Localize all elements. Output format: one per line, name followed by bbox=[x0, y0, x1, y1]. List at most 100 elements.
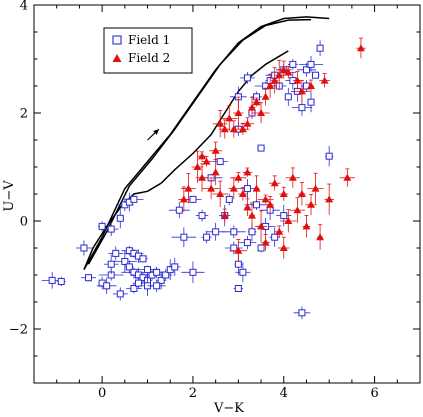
field-2-point bbox=[211, 146, 220, 154]
field-1-point bbox=[198, 212, 206, 220]
field-2-point bbox=[252, 98, 261, 106]
field-2-point bbox=[275, 71, 284, 79]
y-axis-label: U−V bbox=[2, 180, 17, 212]
field-1-point bbox=[203, 233, 211, 241]
field-2-point bbox=[325, 195, 334, 203]
field-1-point bbox=[153, 268, 161, 276]
field-2-point bbox=[293, 206, 302, 214]
field-2-point bbox=[234, 246, 243, 254]
field-1-point bbox=[134, 279, 142, 287]
y-tick-label: 0 bbox=[20, 215, 28, 230]
field-1-point bbox=[289, 60, 297, 68]
field-2-point bbox=[243, 203, 252, 211]
field-2-point bbox=[243, 168, 252, 176]
field-1-point bbox=[239, 268, 247, 276]
field-2-point bbox=[179, 195, 188, 203]
legend-box bbox=[103, 27, 193, 74]
field-1-point bbox=[116, 290, 124, 298]
field-2-point bbox=[307, 200, 316, 208]
x-axis-label: V−K bbox=[213, 401, 244, 416]
field-1-point bbox=[212, 228, 220, 236]
field-1-point bbox=[180, 233, 188, 241]
field-1-point bbox=[112, 249, 120, 257]
field-2-point bbox=[275, 227, 284, 235]
field-2-point bbox=[252, 184, 261, 192]
field-1-point bbox=[257, 144, 265, 152]
field-1-point bbox=[312, 71, 320, 79]
field-2-point bbox=[302, 222, 311, 230]
field-2-point bbox=[234, 173, 243, 181]
field-2-point bbox=[307, 82, 316, 89]
field-1-point bbox=[243, 185, 251, 193]
field-1-point bbox=[302, 66, 310, 74]
field-2-point bbox=[279, 190, 288, 197]
field-1-point bbox=[253, 201, 261, 209]
field-2-point bbox=[288, 173, 297, 181]
field-1-point bbox=[125, 263, 133, 271]
field-2-point bbox=[225, 114, 234, 122]
field-2-point bbox=[220, 211, 229, 219]
field-2-point bbox=[220, 125, 229, 133]
series-field-2 bbox=[178, 37, 366, 263]
field-2-point bbox=[193, 163, 202, 170]
field-1-point bbox=[234, 285, 242, 292]
field-2-point bbox=[293, 76, 302, 84]
field-2-point bbox=[229, 125, 238, 133]
field-1-point bbox=[284, 93, 292, 101]
field-1-point bbox=[121, 258, 129, 265]
x-tick-label: 2 bbox=[189, 386, 197, 401]
field-1-point bbox=[298, 104, 306, 112]
field-1-point bbox=[80, 244, 88, 252]
field-1-point bbox=[157, 276, 165, 284]
field-2-point bbox=[270, 179, 279, 187]
field-2-point bbox=[311, 184, 320, 192]
field-2-point bbox=[284, 68, 293, 76]
field-1-point bbox=[243, 239, 251, 247]
field-2-point bbox=[356, 44, 365, 52]
field-2-point bbox=[216, 190, 225, 197]
field-2-point bbox=[238, 190, 247, 197]
track-line bbox=[87, 18, 312, 265]
field-2-point bbox=[257, 109, 266, 116]
field-1-point bbox=[48, 276, 56, 284]
field-2-point bbox=[261, 238, 270, 246]
field-1-point bbox=[307, 60, 315, 68]
field-1-point bbox=[57, 277, 65, 285]
field-2-point bbox=[261, 92, 270, 100]
field-2-point bbox=[320, 76, 329, 84]
field-2-point bbox=[207, 184, 216, 192]
field-1-point bbox=[107, 260, 115, 268]
field-2-point bbox=[243, 119, 252, 127]
field-1-point bbox=[316, 44, 324, 52]
field-2-point bbox=[216, 119, 225, 127]
field-1-point bbox=[153, 282, 161, 290]
field-1-point bbox=[175, 206, 183, 214]
field-1-point bbox=[171, 263, 179, 271]
legend-label-field-2: Field 2 bbox=[128, 51, 170, 65]
field-2-point bbox=[343, 173, 352, 181]
arrow-head bbox=[153, 129, 159, 135]
field-2-point bbox=[229, 184, 238, 192]
evolution-tracks bbox=[83, 16, 330, 270]
field-1-point bbox=[189, 195, 197, 203]
field-1-point bbox=[230, 244, 238, 252]
field-1-point bbox=[230, 228, 238, 236]
field-1-point bbox=[144, 266, 152, 274]
field-2-point bbox=[184, 184, 193, 192]
field-2-point bbox=[211, 168, 220, 176]
field-1-point bbox=[189, 268, 197, 276]
field-2-point bbox=[284, 217, 293, 224]
legend-marker-field-2 bbox=[112, 54, 122, 62]
field-1-point bbox=[248, 228, 256, 236]
field-1-point bbox=[130, 285, 138, 292]
field-1-point bbox=[116, 214, 124, 222]
field-2-point bbox=[266, 200, 275, 208]
field-2-point bbox=[266, 82, 275, 89]
field-1-point bbox=[216, 158, 224, 166]
field-2-point bbox=[297, 190, 306, 197]
field-2-point bbox=[261, 195, 270, 203]
field-2-point bbox=[297, 87, 306, 95]
field-1-point bbox=[271, 233, 279, 241]
field-1-point bbox=[280, 212, 288, 220]
x-tick-label: 4 bbox=[280, 386, 288, 401]
